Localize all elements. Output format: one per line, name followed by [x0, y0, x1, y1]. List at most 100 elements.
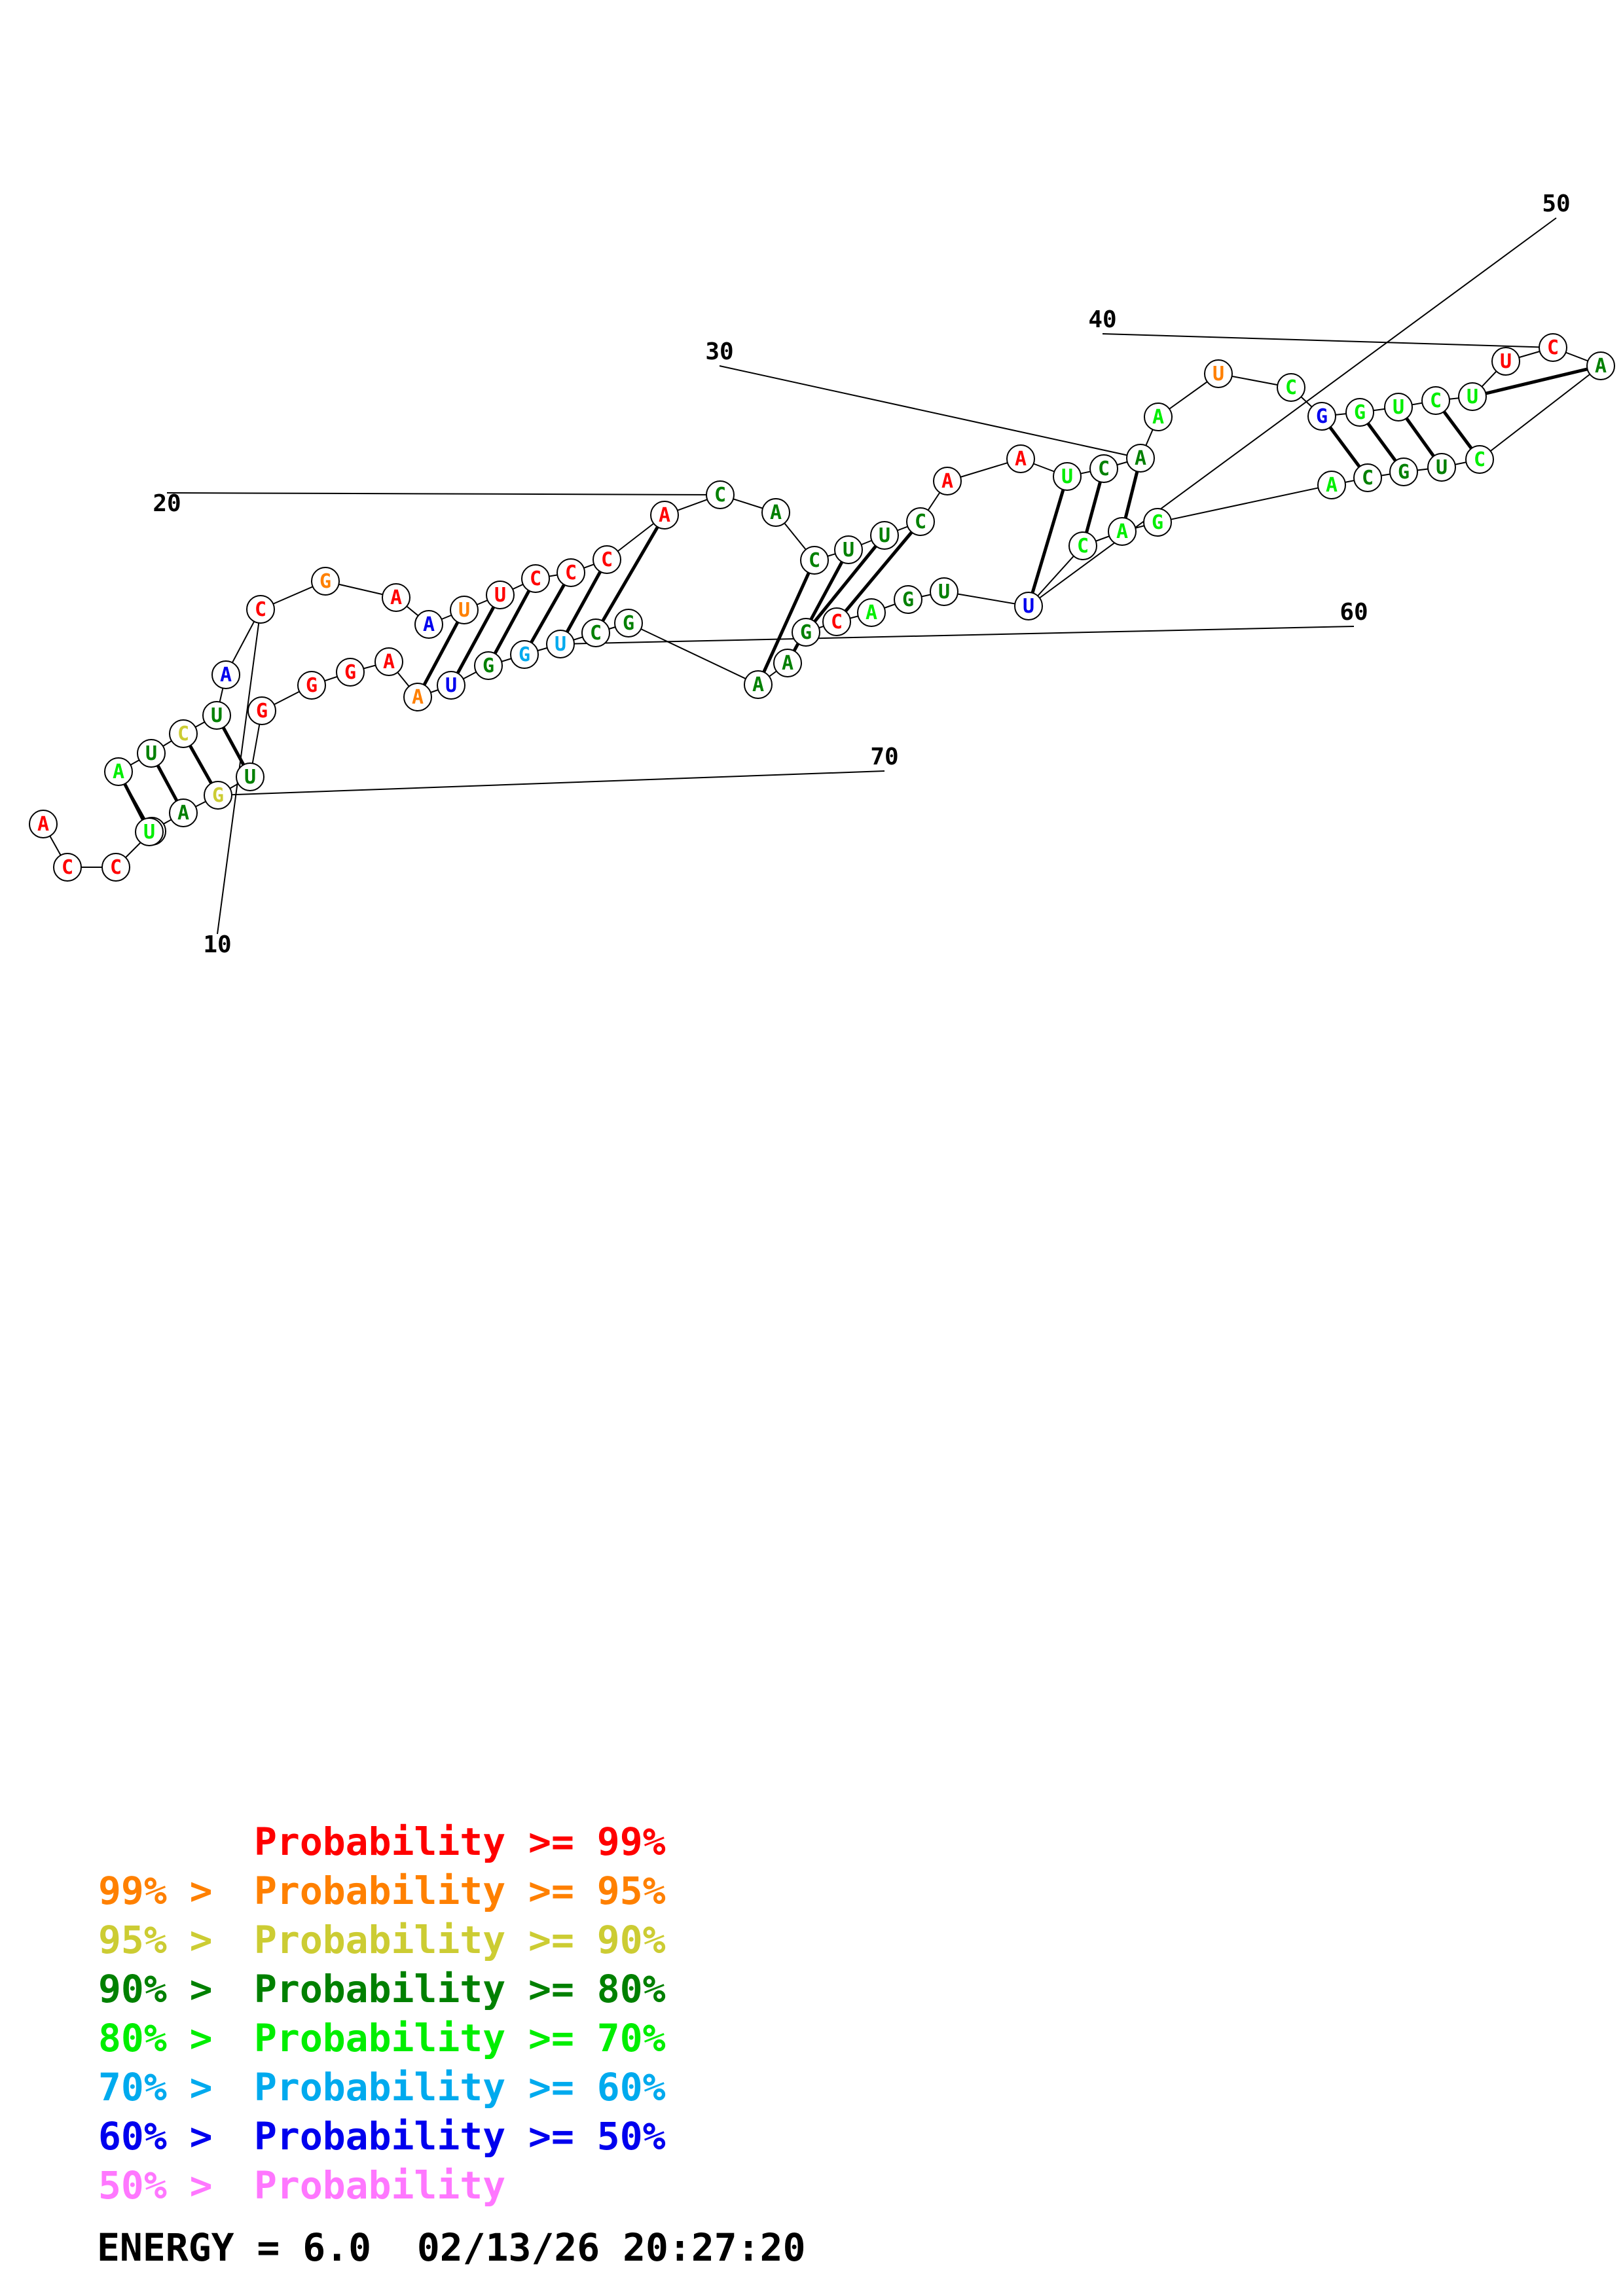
nucleotide-letter: G [1354, 401, 1366, 424]
nucleotide-letter: A [383, 651, 395, 673]
nucleotide-letter: C [714, 484, 726, 507]
nucleotide-circle [1539, 333, 1567, 362]
nucleotide: G [1307, 402, 1336, 431]
nucleotide-circle [1277, 373, 1305, 402]
nucleotide-circle [202, 701, 231, 730]
nucleotide-circle [1345, 398, 1374, 427]
legend-prefix: 60% > [98, 2114, 236, 2159]
nucleotide-letter: G [344, 661, 356, 684]
nucleotide: C [101, 853, 130, 882]
position-tick [166, 492, 721, 495]
energy-footer: ENERGY = 6.0 02/13/26 20:27:20 [97, 2225, 806, 2270]
legend-prefix: 50% > [98, 2163, 236, 2208]
nucleotide-letter: U [843, 539, 854, 562]
nucleotide-circle [135, 817, 164, 846]
nucleotide: A [169, 798, 198, 827]
nucleotide-letter: C [590, 622, 602, 645]
nucleotide: C [1089, 454, 1118, 483]
nucleotide-letter: C [1430, 389, 1442, 412]
base-pair-line [835, 520, 922, 623]
legend-row-4: 90% > Probability >= 80% [98, 1967, 666, 2011]
nucleotide-circle [593, 545, 621, 574]
nucleotide: A [773, 649, 802, 677]
nucleotide-letter: U [1061, 465, 1073, 488]
nucleotide: A [1317, 471, 1346, 499]
nucleotide-circle [1143, 508, 1172, 537]
nucleotide-circle [204, 781, 232, 810]
nucleotide-letter: C [110, 856, 122, 879]
nucleotide-circle [1307, 402, 1336, 431]
nucleotide-circle [29, 810, 58, 838]
nucleotide-letter: A [37, 813, 49, 836]
nucleotide: G [614, 609, 643, 637]
nucleotide-letter: C [915, 511, 926, 533]
nucleotide: C [521, 564, 550, 593]
nucleotide-circle [773, 649, 802, 677]
legend-label: Probability >= 50% [254, 2114, 666, 2159]
nucleotide-circle [1421, 386, 1450, 415]
nucleotide: A [857, 598, 886, 627]
nucleotide-circle [1053, 462, 1082, 491]
nucleotide-circle [744, 670, 773, 699]
nucleotide: G [474, 651, 503, 680]
nucleotide: U [450, 596, 479, 624]
nucleotide-circle [437, 671, 465, 700]
position-label: 30 [705, 338, 733, 365]
base-pair-lines [117, 364, 1601, 833]
nucleotide-circle [1353, 463, 1382, 492]
nucleotide: A [744, 670, 773, 699]
nucleotide: U [1458, 382, 1487, 411]
nucleotide-circle [403, 683, 432, 711]
nucleotide-letter: A [770, 501, 782, 524]
nucleotide: G [894, 585, 922, 614]
position-tick [560, 626, 1355, 645]
nucleotide-letter: G [1152, 511, 1163, 534]
nucleotide: U [437, 671, 465, 700]
nucleotide-circle [1491, 347, 1520, 376]
legend-prefix: 99% > [98, 1869, 236, 1913]
nucleotide: C [1353, 463, 1382, 492]
nucleotide-circle [311, 567, 340, 596]
nucleotide-circle [581, 619, 610, 647]
legend-row-3: 95% > Probability >= 90% [98, 1918, 666, 1962]
nucleotide-letter: C [1362, 467, 1374, 490]
position-tick [719, 365, 1141, 459]
nucleotide-letter: G [1398, 461, 1410, 484]
nucleotide: A [1586, 351, 1615, 380]
nucleotide-circle [614, 609, 643, 637]
nucleotide: G [311, 567, 340, 596]
nucleotide-letter: A [659, 504, 670, 527]
nucleotide-circle [792, 618, 820, 647]
nucleotide: A [650, 501, 679, 529]
nucleotide: C [906, 507, 935, 536]
base-pair-line [1027, 476, 1069, 607]
nucleotide: U [1014, 592, 1043, 620]
backbone-segment [1479, 365, 1601, 460]
nucleotide-letter: C [565, 562, 577, 584]
nucleotide: U [1491, 347, 1520, 376]
nucleotide-circle [211, 660, 240, 689]
legend-label: Probability [254, 2163, 505, 2208]
nucleotide-letter: G [1316, 405, 1328, 428]
base-pair-line [449, 594, 502, 687]
nucleotide: C [246, 595, 275, 624]
nucleotide: U [1427, 453, 1456, 482]
nucleotide-circle [906, 507, 935, 536]
nucleotide-letter: U [445, 674, 457, 697]
nucleotide: G [247, 696, 276, 725]
nucleotide: C [1421, 386, 1450, 415]
nucleotide: U [202, 701, 231, 730]
nucleotide: A [104, 757, 133, 786]
nucleotide-letter: U [145, 742, 157, 765]
position-label: 60 [1340, 599, 1368, 626]
nucleotide-letter: G [519, 643, 530, 666]
base-pair-line [1472, 364, 1601, 399]
nucleotide-circle [521, 564, 550, 593]
nucleotide-letter: A [423, 613, 435, 636]
nucleotide: U [1204, 359, 1233, 388]
nucleotide-circle [1384, 393, 1413, 422]
legend-label: Probability >= 95% [254, 1869, 666, 1913]
nucleotide-letter: G [306, 674, 318, 697]
position-labels: 10 20 30 40 50 60 70 [153, 190, 1570, 958]
nucleotide-circle [486, 581, 515, 609]
